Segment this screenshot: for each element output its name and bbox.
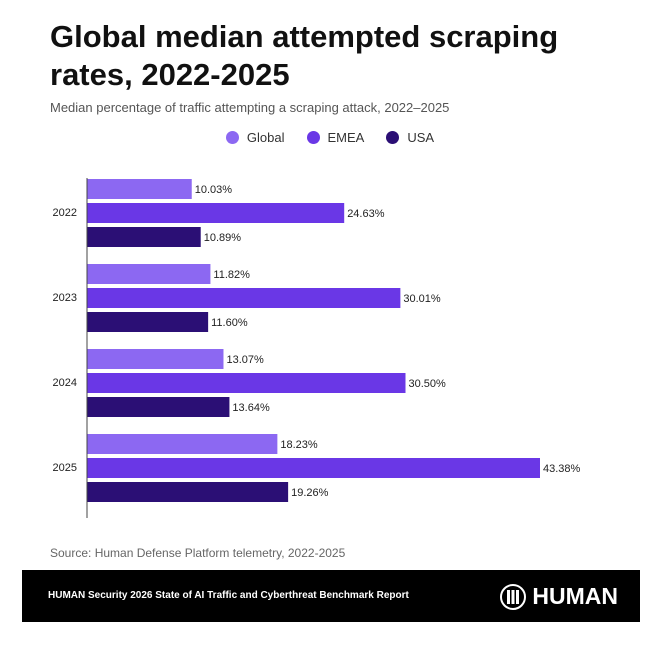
bar	[87, 203, 345, 223]
chart: 2022 10.03% 24.63% 10.89% 2023 11.82% 30.01% 11…	[53, 178, 581, 518]
data-label: 30.50%	[408, 378, 446, 390]
data-label: 43.38%	[543, 463, 581, 475]
chart-title: Global median attempted scraping rates, …	[50, 19, 559, 92]
legend-item: USA	[386, 130, 434, 145]
chart-subtitle: Median percentage of traffic attempting …	[50, 100, 450, 115]
legend-label: Global	[246, 130, 285, 145]
legend-swatch	[225, 131, 239, 144]
y-tick-label: 2022	[53, 207, 77, 219]
data-label: 18.23%	[280, 439, 318, 451]
legend: Global EMEA USA	[0, 130, 660, 145]
legend-swatch	[306, 131, 320, 144]
logo: HUMAN	[500, 583, 618, 610]
legend-item: Global	[225, 130, 285, 145]
legend-label: EMEA	[327, 130, 365, 145]
data-label: 30.01%	[403, 293, 441, 305]
bar	[87, 373, 406, 393]
bar	[87, 179, 192, 199]
data-label: 11.60%	[211, 317, 248, 329]
bar	[87, 264, 211, 284]
bar	[87, 458, 540, 478]
data-label: 11.82%	[213, 269, 250, 281]
data-label: 13.64%	[232, 402, 270, 414]
data-label: 13.07%	[226, 354, 264, 366]
y-tick-label: 2025	[53, 462, 77, 474]
y-tick-label: 2023	[53, 292, 77, 304]
bar	[87, 482, 289, 502]
data-label: 10.03%	[195, 184, 233, 196]
bar	[87, 397, 230, 417]
footer-text: HUMAN Security 2026 State of AI Traffic …	[48, 590, 409, 601]
legend-swatch	[386, 131, 400, 144]
data-label: 10.89%	[204, 232, 242, 244]
logo-icon	[500, 583, 527, 610]
logo-text: HUMAN	[532, 583, 618, 609]
legend-label: USA	[407, 130, 435, 145]
bar	[87, 312, 209, 332]
y-tick-label: 2024	[53, 377, 77, 389]
bar	[87, 227, 201, 247]
data-label: 19.26%	[291, 487, 329, 499]
footer: HUMAN Security 2026 State of AI Traffic …	[22, 570, 640, 622]
source-note: Source: Human Defense Platform telemetry…	[50, 546, 346, 560]
bar	[87, 434, 278, 454]
bar	[87, 288, 401, 308]
data-label: 24.63%	[347, 208, 385, 220]
bar	[87, 349, 224, 369]
legend-item: EMEA	[306, 130, 365, 145]
